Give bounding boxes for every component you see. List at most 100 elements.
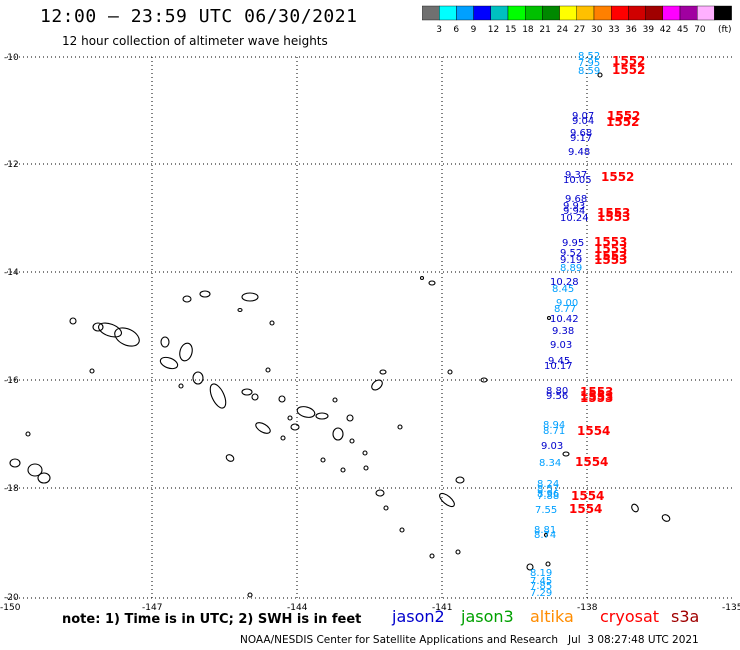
swh-value: 7.55 — [535, 505, 557, 516]
legend-s3a: s3a — [671, 607, 700, 626]
map-note: note: 1) Time is in UTC; 2) SWH is in fe… — [62, 612, 362, 627]
scale-label: 70 — [694, 25, 706, 35]
swh-value: 8.77 — [554, 304, 576, 315]
scale-label: 21 — [539, 25, 550, 35]
swh-value: 9.03 — [541, 441, 563, 452]
swh-value: 9.17 — [570, 133, 592, 144]
lon-label: -138 — [577, 603, 598, 613]
swh-value: 9.56 — [546, 391, 568, 402]
scale-label: 15 — [505, 25, 516, 35]
pass-time: 1554 — [569, 502, 602, 516]
pass-time: 1553 — [580, 385, 613, 399]
swh-value: 9.68 — [570, 128, 592, 139]
scale-label: 6 — [453, 25, 459, 35]
pass-time: 1554 — [575, 455, 608, 469]
scale-label: 30 — [591, 25, 603, 35]
pass-time: 1553 — [594, 242, 627, 256]
legend-jason3: jason3 — [461, 607, 514, 626]
swh-value: 8.74 — [534, 530, 556, 541]
scale-label: 36 — [625, 25, 637, 35]
swh-value: 9.38 — [552, 326, 574, 337]
scale-label: 18 — [522, 25, 534, 35]
scale-label: 24 — [557, 25, 569, 35]
swh-value: 8.89 — [560, 263, 582, 274]
swh-value: 10.28 — [550, 277, 579, 288]
lon-label: -135 — [722, 603, 740, 613]
swh-value: 10.42 — [550, 314, 579, 325]
lat-label: -10 — [4, 53, 19, 63]
swh-value: 10.05 — [563, 175, 592, 186]
swh-value: 9.94 — [563, 206, 585, 217]
swh-value: 8.19 — [530, 568, 552, 579]
scale-label: 42 — [660, 25, 671, 35]
swh-value: 10.17 — [544, 361, 573, 372]
credit-line: NOAA/NESDIS Center for Satellite Applica… — [240, 634, 699, 646]
swh-value: 9.52 — [560, 248, 582, 259]
swh-value: 9.07 — [572, 111, 594, 122]
lat-label: -18 — [4, 484, 19, 494]
pass-time: 1553 — [597, 206, 630, 220]
lat-label: -20 — [4, 593, 19, 603]
island-outlines — [9, 72, 671, 598]
swh-value: 7.88 — [537, 491, 559, 502]
legend-altika: altika — [530, 607, 574, 626]
scale-label: 39 — [643, 25, 655, 35]
pass-time: 1554 — [577, 424, 610, 438]
scale-label: 3 — [436, 25, 442, 35]
lon-label: -147 — [142, 603, 162, 613]
lat-label: -12 — [4, 160, 19, 170]
swh-value: 8.34 — [539, 458, 561, 469]
swh-value: 8.24 — [537, 479, 559, 490]
swh-value: 9.19 — [560, 255, 582, 266]
lon-label: -150 — [0, 603, 21, 613]
swh-value: 10.24 — [560, 213, 589, 224]
swh-value: 9.93 — [563, 201, 585, 212]
swh-value: 9.04 — [572, 116, 594, 127]
pass-time: 1552 — [612, 63, 645, 77]
pass-time: 1553 — [594, 249, 627, 263]
lat-label: -14 — [4, 268, 19, 278]
swh-value: 7.29 — [530, 588, 552, 599]
pass-time: 1553 — [580, 391, 613, 405]
map-title: 12:00 – 23:59 UTC 06/30/2021 — [40, 6, 358, 27]
scale-label: 33 — [608, 25, 619, 35]
swh-value: 9.95 — [562, 238, 584, 249]
swh-value: 7.45 — [530, 576, 552, 587]
scale-label: 27 — [574, 25, 585, 35]
swh-value: 9.48 — [568, 147, 590, 158]
swh-value: 8.45 — [552, 284, 574, 295]
scale-label: 12 — [488, 25, 499, 35]
swh-value: 9.37 — [565, 170, 587, 181]
pass-time: 1553 — [597, 210, 630, 224]
pass-time: 1554 — [571, 489, 604, 503]
swh-value: 9.45 — [548, 356, 570, 367]
swh-value: 9.68 — [565, 194, 587, 205]
scale-label: 45 — [677, 25, 688, 35]
swh-value: 8.81 — [534, 525, 556, 536]
pass-times: 1552155215521552155215531553155315531553… — [569, 54, 645, 516]
color-scale-legend: 3 6 9 12 15 18 21 24 27 30 33 36 39 42 45 70 (ft) — [422, 5, 732, 35]
swh-value: 9.03 — [550, 340, 572, 351]
pass-time: 1553 — [594, 235, 627, 249]
lon-label: -141 — [432, 603, 452, 613]
axis-labels: -10 -12 -14 -16 -18 -20 -150 -147 -144 -… — [0, 53, 740, 613]
swh-value: 8.96 — [537, 489, 559, 500]
swh-value: 7.95 — [578, 58, 600, 69]
pass-time: 1553 — [594, 253, 627, 267]
pass-time: 1552 — [601, 170, 634, 184]
swh-value: 9.00 — [556, 298, 578, 309]
scale-unit: (ft) — [718, 25, 732, 35]
swh-value: 7.85 — [530, 581, 552, 592]
pass-time: 1552 — [606, 115, 639, 129]
swh-value: 8.94 — [543, 420, 565, 431]
color-swatch — [714, 5, 732, 21]
lat-lon-grid — [7, 57, 733, 598]
legend-cryosat: cryosat — [600, 607, 660, 626]
scale-label: 9 — [471, 25, 477, 35]
pass-time: 1552 — [612, 54, 645, 68]
pass-time: 1552 — [607, 109, 640, 123]
map-subtitle: 12 hour collection of altimeter wave hei… — [62, 34, 328, 48]
swh-value: 8.52 — [578, 51, 600, 62]
swh-value: 8.71 — [543, 426, 565, 437]
